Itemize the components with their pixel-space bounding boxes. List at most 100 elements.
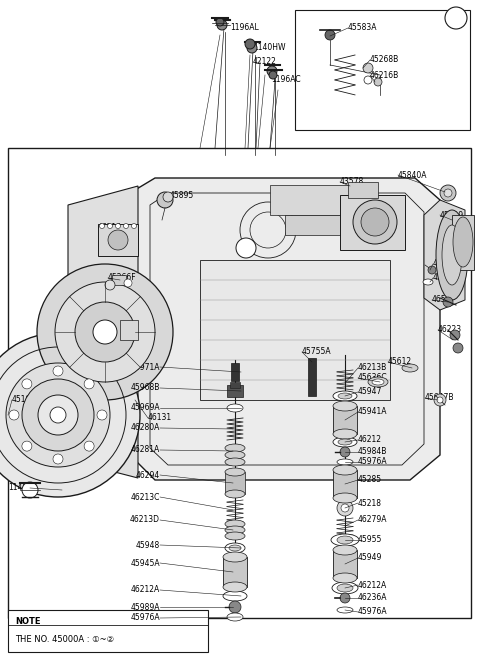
- Text: 45949: 45949: [358, 553, 383, 563]
- Circle shape: [445, 7, 467, 29]
- Circle shape: [0, 333, 140, 497]
- Text: 45643B: 45643B: [433, 259, 463, 269]
- Text: 45945A: 45945A: [131, 559, 160, 567]
- Text: 46294: 46294: [136, 470, 160, 479]
- Circle shape: [216, 18, 224, 26]
- Ellipse shape: [333, 545, 357, 555]
- Circle shape: [84, 441, 94, 451]
- Circle shape: [453, 343, 463, 353]
- Text: 45971A: 45971A: [131, 362, 160, 371]
- Circle shape: [38, 395, 78, 435]
- Ellipse shape: [333, 391, 357, 401]
- Circle shape: [22, 441, 32, 451]
- Text: NOTE: NOTE: [15, 617, 40, 626]
- Text: 45947: 45947: [358, 388, 383, 396]
- Text: 45268B: 45268B: [370, 56, 399, 64]
- Ellipse shape: [331, 534, 359, 546]
- Text: 45840A: 45840A: [398, 170, 428, 179]
- Circle shape: [75, 302, 135, 362]
- Text: 45976A: 45976A: [358, 457, 388, 466]
- Circle shape: [108, 230, 128, 250]
- Text: 45265C: 45265C: [433, 274, 463, 282]
- Circle shape: [428, 266, 436, 274]
- Text: THE NO. 45000A : ①~②: THE NO. 45000A : ①~②: [15, 635, 114, 644]
- Circle shape: [444, 189, 452, 197]
- Ellipse shape: [368, 377, 388, 387]
- Circle shape: [108, 223, 112, 229]
- Bar: [285, 215, 355, 235]
- Bar: [270, 185, 370, 215]
- Text: 45819: 45819: [440, 210, 464, 219]
- Circle shape: [374, 78, 382, 86]
- Text: 46517: 46517: [432, 295, 456, 305]
- Ellipse shape: [372, 379, 384, 385]
- Text: 1196AC: 1196AC: [271, 75, 300, 84]
- Bar: [230, 382, 240, 388]
- Ellipse shape: [361, 208, 389, 236]
- Ellipse shape: [225, 444, 245, 452]
- Ellipse shape: [225, 458, 245, 466]
- Bar: [200, 260, 390, 400]
- Bar: [333, 470, 357, 498]
- Ellipse shape: [225, 490, 245, 498]
- Bar: [8, 610, 208, 652]
- Text: 45583A: 45583A: [348, 24, 377, 33]
- Circle shape: [450, 330, 460, 340]
- Circle shape: [50, 407, 66, 423]
- Circle shape: [157, 192, 173, 208]
- Text: 45100: 45100: [12, 396, 36, 405]
- Ellipse shape: [333, 429, 357, 439]
- Circle shape: [22, 379, 32, 389]
- Bar: [98, 224, 138, 256]
- Ellipse shape: [225, 451, 245, 459]
- Ellipse shape: [333, 401, 357, 411]
- Circle shape: [37, 264, 173, 400]
- Text: 1196AL: 1196AL: [230, 24, 259, 33]
- Ellipse shape: [332, 582, 358, 594]
- Ellipse shape: [333, 465, 357, 475]
- Ellipse shape: [229, 545, 241, 551]
- Bar: [333, 550, 357, 578]
- Circle shape: [325, 30, 335, 40]
- Text: 45636C: 45636C: [358, 373, 388, 383]
- Circle shape: [341, 504, 349, 512]
- Circle shape: [245, 39, 255, 49]
- Ellipse shape: [225, 543, 245, 553]
- Ellipse shape: [227, 613, 243, 621]
- Ellipse shape: [353, 200, 397, 244]
- Circle shape: [132, 223, 136, 229]
- Text: 46213C: 46213C: [131, 493, 160, 502]
- Circle shape: [6, 363, 110, 467]
- Circle shape: [116, 223, 120, 229]
- Ellipse shape: [225, 532, 245, 540]
- Circle shape: [53, 454, 63, 464]
- Bar: [231, 363, 239, 381]
- Circle shape: [440, 185, 456, 201]
- Circle shape: [123, 223, 129, 229]
- Circle shape: [22, 482, 38, 498]
- Text: 46223: 46223: [438, 326, 462, 335]
- Text: 45941A: 45941A: [358, 407, 387, 417]
- Text: 42122: 42122: [253, 58, 277, 67]
- Circle shape: [55, 282, 155, 382]
- Circle shape: [363, 63, 373, 73]
- Ellipse shape: [453, 217, 473, 267]
- Ellipse shape: [338, 439, 352, 445]
- Text: 45266F: 45266F: [108, 274, 137, 282]
- Text: 46279A: 46279A: [358, 515, 387, 525]
- Bar: [295, 10, 470, 130]
- Ellipse shape: [337, 536, 353, 544]
- Ellipse shape: [442, 225, 462, 285]
- Text: 45755A: 45755A: [302, 348, 332, 356]
- Circle shape: [84, 379, 94, 389]
- Bar: [308, 358, 316, 396]
- Ellipse shape: [225, 468, 245, 476]
- Text: 43578: 43578: [340, 178, 364, 187]
- Text: 45612: 45612: [388, 358, 412, 367]
- Ellipse shape: [337, 459, 353, 465]
- Bar: [225, 472, 245, 494]
- Text: 45647B: 45647B: [425, 394, 455, 403]
- Ellipse shape: [223, 591, 247, 601]
- Circle shape: [97, 410, 107, 420]
- Circle shape: [163, 192, 173, 202]
